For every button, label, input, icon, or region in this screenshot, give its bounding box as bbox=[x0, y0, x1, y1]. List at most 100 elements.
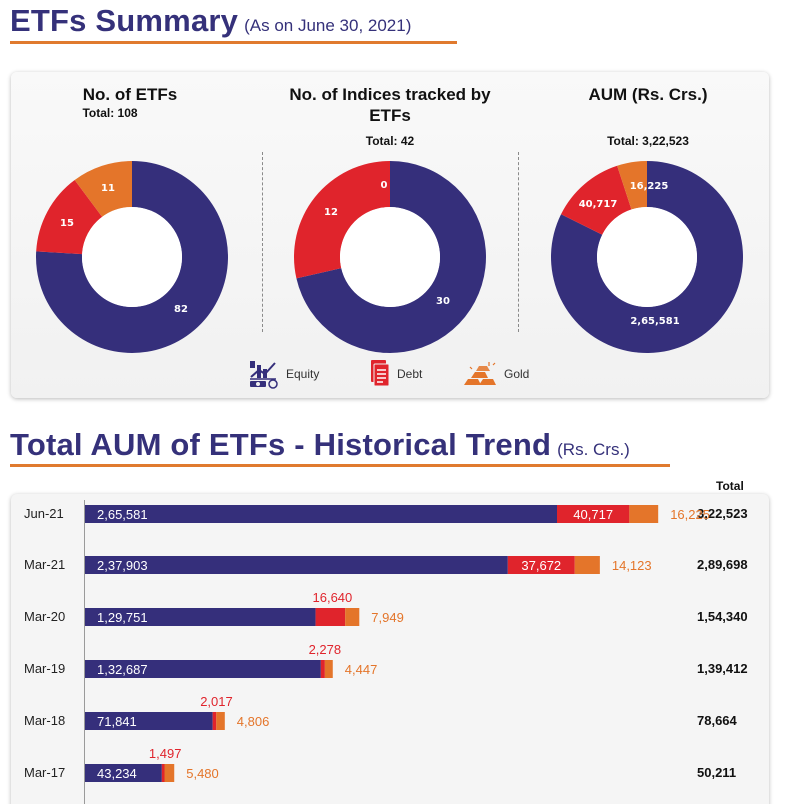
bar-row-total: 1,39,412 bbox=[697, 661, 748, 676]
donut-slice-debt bbox=[294, 161, 390, 279]
donut-slice-equity bbox=[35, 161, 228, 353]
donut-hole bbox=[597, 207, 697, 307]
legend-label-debt: Debt bbox=[397, 367, 423, 381]
donut-slice-equity bbox=[551, 161, 743, 353]
donut-slice-debt bbox=[36, 179, 103, 255]
bar-label-gold: 5,480 bbox=[186, 766, 219, 781]
bar-label-gold: 14,123 bbox=[612, 558, 652, 573]
bar-segment-debt bbox=[161, 764, 165, 782]
historical-card bbox=[11, 494, 769, 804]
summary-title-underline bbox=[10, 41, 457, 44]
summary-title-text: ETFs Summary bbox=[10, 3, 239, 38]
bar-label-gold: 16,225 bbox=[670, 507, 710, 522]
bar-segment-equity bbox=[85, 712, 213, 730]
bar-segment-debt bbox=[507, 556, 575, 574]
equity-chart-icon bbox=[250, 361, 278, 389]
bar-label-debt: 2,278 bbox=[309, 642, 342, 657]
bar-label-debt: 37,672 bbox=[521, 558, 561, 573]
donut-divider-left bbox=[262, 152, 263, 332]
bar-label-equity: 1,32,687 bbox=[97, 662, 148, 677]
gold-bars-icon bbox=[464, 362, 496, 385]
total-column-header: Total bbox=[716, 479, 744, 493]
bar-segment-gold bbox=[629, 505, 659, 523]
legend-label-gold: Gold bbox=[504, 367, 530, 381]
bar-row-total: 3,22,523 bbox=[697, 506, 748, 521]
bar-label-equity: 2,37,903 bbox=[97, 558, 148, 573]
bar-segment-equity bbox=[85, 608, 316, 626]
donut-label-gold: 11 bbox=[101, 183, 115, 194]
donut-label-debt: 15 bbox=[60, 218, 74, 229]
bar-row-total: 78,664 bbox=[697, 713, 737, 728]
bar-label-equity: 1,29,751 bbox=[97, 610, 148, 625]
bar-row-total: 1,54,340 bbox=[697, 609, 748, 624]
donut-slice-gold bbox=[617, 161, 647, 210]
donut-hole bbox=[82, 207, 182, 307]
historical-title: Total AUM of ETFs - Historical Trend (Rs.… bbox=[10, 427, 630, 463]
donut-total-aum: Total: 3,22,523 bbox=[607, 134, 689, 148]
historical-title-text: Total AUM of ETFs - Historical Trend bbox=[10, 427, 552, 462]
bar-label-equity: 43,234 bbox=[97, 766, 137, 781]
bar-label-equity: 2,65,581 bbox=[97, 507, 148, 522]
legend-gold: Gold bbox=[462, 358, 529, 390]
bar-label-gold: 4,447 bbox=[345, 662, 378, 677]
donut-divider-right bbox=[518, 152, 519, 332]
donut-total-etfs: Total: 108 bbox=[82, 106, 138, 120]
summary-subtitle: (As on June 30, 2021) bbox=[244, 16, 412, 35]
bar-label-debt: 1,497 bbox=[149, 746, 182, 761]
bar-label-debt: 40,717 bbox=[573, 507, 613, 522]
donut-title-etfs: No. of ETFs bbox=[82, 85, 178, 104]
summary-title: ETFs Summary (As on June 30, 2021) bbox=[10, 3, 411, 39]
donut-hole bbox=[340, 207, 440, 307]
donut-slice-debt bbox=[561, 165, 632, 235]
bar-segment-equity bbox=[85, 660, 321, 678]
bar-category-label: Mar-20 bbox=[24, 609, 66, 624]
bar-label-gold: 7,949 bbox=[371, 610, 404, 625]
bar-segment-debt bbox=[315, 608, 346, 626]
bar-segment-equity bbox=[85, 505, 557, 523]
bar-category-label: Jun-21 bbox=[24, 506, 64, 521]
donut-slice-gold bbox=[74, 161, 132, 217]
donut-chart-etfs: 82 15 11 bbox=[35, 161, 228, 353]
donut-chart-indices: 30 12 0 bbox=[294, 161, 486, 353]
bar-label-gold: 4,806 bbox=[237, 714, 270, 729]
bar-label-debt: 16,640 bbox=[313, 590, 353, 605]
legend-equity: Equity bbox=[248, 358, 319, 390]
bar-segment-debt bbox=[557, 505, 630, 523]
bar-category-label: Mar-21 bbox=[24, 557, 66, 572]
legend-debt: Debt bbox=[369, 358, 422, 390]
donut-label-debt: 40,717 bbox=[579, 199, 618, 210]
donut-label-equity: 82 bbox=[174, 304, 188, 315]
bar-chart-axis bbox=[84, 500, 85, 804]
donut-label-equity: 30 bbox=[436, 296, 450, 307]
donut-label-gold: 0 bbox=[381, 180, 388, 191]
historical-subtitle: (Rs. Crs.) bbox=[557, 440, 630, 459]
donut-chart-aum: 2,65,581 40,717 16,225 bbox=[551, 161, 743, 353]
historical-title-underline bbox=[10, 464, 670, 467]
bar-segment-gold bbox=[345, 608, 360, 626]
debt-document-icon bbox=[371, 360, 390, 387]
bar-segment-gold bbox=[574, 556, 600, 574]
bar-segment-gold bbox=[324, 660, 333, 678]
bar-segment-equity bbox=[85, 556, 508, 574]
bar-segment-equity bbox=[85, 764, 162, 782]
bar-category-label: Mar-19 bbox=[24, 661, 66, 676]
bar-segment-debt bbox=[212, 712, 217, 730]
donut-total-indices: Total: 42 bbox=[365, 134, 415, 148]
bar-segment-gold bbox=[164, 764, 175, 782]
bar-label-debt: 2,017 bbox=[200, 694, 233, 709]
bar-label-equity: 71,841 bbox=[97, 714, 137, 729]
bar-row-total: 2,89,698 bbox=[697, 557, 748, 572]
donut-slice-equity bbox=[296, 161, 486, 353]
bar-segment-debt bbox=[320, 660, 325, 678]
bar-row-total: 50,211 bbox=[697, 765, 737, 780]
bar-category-label: Mar-18 bbox=[24, 713, 66, 728]
donut-title-indices: No. of Indices tracked by ETFs bbox=[289, 85, 491, 125]
donut-label-gold: 16,225 bbox=[630, 181, 669, 192]
bar-category-label: Mar-17 bbox=[24, 765, 66, 780]
bar-segment-gold bbox=[216, 712, 225, 730]
donut-title-aum: AUM (Rs. Crs.) bbox=[588, 85, 708, 104]
legend-label-equity: Equity bbox=[286, 367, 320, 381]
donut-label-debt: 12 bbox=[324, 207, 338, 218]
donut-label-equity: 2,65,581 bbox=[630, 316, 679, 327]
